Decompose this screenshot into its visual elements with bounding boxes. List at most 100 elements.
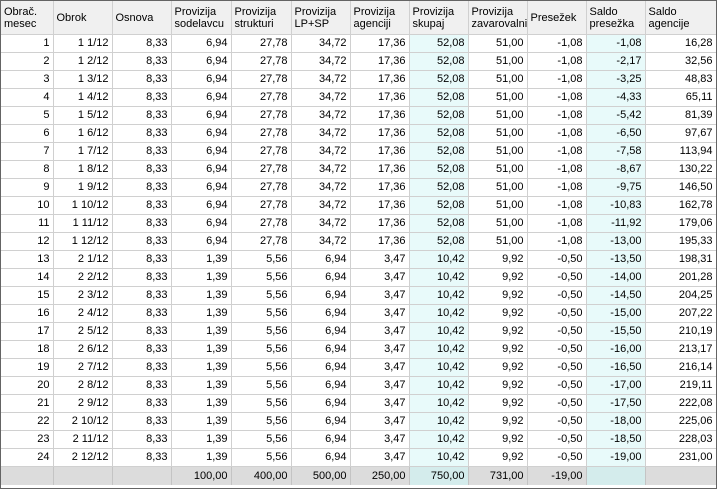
table-cell[interactable]: 2 7/12	[53, 358, 113, 377]
table-cell[interactable]: 34,72	[291, 214, 351, 233]
table-cell[interactable]: 51,00	[468, 124, 528, 143]
table-cell[interactable]: 17	[1, 322, 54, 341]
table-cell[interactable]: -0,50	[527, 394, 587, 413]
col-header-provizija-lp-sp[interactable]: Provizija LP+SP	[291, 1, 351, 35]
col-header-obrok[interactable]: Obrok	[53, 1, 113, 35]
table-cell[interactable]: 3,47	[350, 448, 410, 467]
table-row[interactable]: 21 2 9/12 8,33 1,39 5,56 6,94 3,47 10,42 9,92 -0,…	[1, 394, 716, 413]
table-cell[interactable]: -16,00	[586, 340, 646, 359]
table-cell[interactable]: 1,39	[171, 448, 232, 467]
table-cell[interactable]: 8,33	[112, 124, 172, 143]
table-cell[interactable]: 8,33	[112, 160, 172, 179]
table-cell[interactable]: 10,42	[409, 358, 469, 377]
table-cell[interactable]: 5,56	[231, 394, 292, 413]
table-cell[interactable]: 5,56	[231, 412, 292, 431]
table-cell[interactable]: 1 6/12	[53, 124, 113, 143]
table-cell[interactable]: 51,00	[468, 160, 528, 179]
table-cell[interactable]: 3,47	[350, 394, 410, 413]
table-cell[interactable]: 10,42	[409, 322, 469, 341]
table-cell[interactable]: 8,33	[112, 430, 172, 449]
table-cell[interactable]: 10,42	[409, 340, 469, 359]
table-cell[interactable]: 22	[1, 412, 54, 431]
table-cell[interactable]: -13,00	[586, 232, 646, 251]
table-cell[interactable]: 52,08	[409, 196, 469, 215]
table-cell[interactable]: 6,94	[291, 340, 351, 359]
table-cell[interactable]: 27,78	[231, 70, 292, 89]
table-cell[interactable]: 52,08	[409, 214, 469, 233]
table-cell[interactable]: 5,56	[231, 340, 292, 359]
table-cell[interactable]: 1 10/12	[53, 196, 113, 215]
table-cell[interactable]: 5	[1, 106, 54, 125]
table-cell[interactable]: 52,08	[409, 124, 469, 143]
table-cell[interactable]: 27,78	[231, 160, 292, 179]
table-cell[interactable]: 6,94	[291, 250, 351, 269]
table-cell[interactable]: 6,94	[291, 412, 351, 431]
table-cell[interactable]: 9,92	[468, 376, 528, 395]
table-cell[interactable]: 1 1/12	[53, 34, 113, 53]
table-cell[interactable]: 51,00	[468, 34, 528, 53]
table-cell[interactable]: 81,39	[645, 106, 716, 125]
table-cell[interactable]: 2 11/12	[53, 430, 113, 449]
table-cell[interactable]: -0,50	[527, 448, 587, 467]
table-cell[interactable]: 27,78	[231, 106, 292, 125]
table-cell[interactable]: 34,72	[291, 178, 351, 197]
table-cell[interactable]: 16	[1, 304, 54, 323]
table-cell[interactable]: 10,42	[409, 268, 469, 287]
table-cell[interactable]: -2,17	[586, 52, 646, 71]
table-cell[interactable]: 3,47	[350, 304, 410, 323]
table-cell[interactable]: -14,50	[586, 286, 646, 305]
table-cell[interactable]: -0,50	[527, 358, 587, 377]
table-cell[interactable]: -1,08	[586, 34, 646, 53]
table-cell[interactable]: 9,92	[468, 322, 528, 341]
table-cell[interactable]: 5,56	[231, 448, 292, 467]
table-cell[interactable]: 10,42	[409, 250, 469, 269]
table-cell[interactable]: 10,42	[409, 430, 469, 449]
table-cell[interactable]: 9,92	[468, 448, 528, 467]
table-cell[interactable]: 52,08	[409, 232, 469, 251]
table-cell[interactable]: 10,42	[409, 394, 469, 413]
table-row[interactable]: 18 2 6/12 8,33 1,39 5,56 6,94 3,47 10,42 9,92 -0,…	[1, 340, 716, 359]
table-cell[interactable]: 146,50	[645, 178, 716, 197]
table-cell[interactable]: 8,33	[112, 70, 172, 89]
table-cell[interactable]: 97,67	[645, 124, 716, 143]
table-cell[interactable]: 2 4/12	[53, 304, 113, 323]
table-cell[interactable]: -17,00	[586, 376, 646, 395]
table-cell[interactable]: 162,78	[645, 196, 716, 215]
table-cell[interactable]: 1 7/12	[53, 142, 113, 161]
table-cell[interactable]: 6,94	[291, 304, 351, 323]
table-cell[interactable]: -15,00	[586, 304, 646, 323]
table-cell[interactable]: 219,11	[645, 376, 716, 395]
table-cell[interactable]: -1,08	[527, 232, 587, 251]
table-cell[interactable]: 3,47	[350, 358, 410, 377]
table-cell[interactable]: 213,17	[645, 340, 716, 359]
table-cell[interactable]: -16,50	[586, 358, 646, 377]
table-cell[interactable]: -14,00	[586, 268, 646, 287]
table-cell[interactable]: -6,50	[586, 124, 646, 143]
table-cell[interactable]: 51,00	[468, 106, 528, 125]
table-cell[interactable]: 5,56	[231, 376, 292, 395]
table-cell[interactable]: 52,08	[409, 142, 469, 161]
table-cell[interactable]: 14	[1, 268, 54, 287]
table-cell[interactable]: 130,22	[645, 160, 716, 179]
table-cell[interactable]: -7,58	[586, 142, 646, 161]
table-cell[interactable]: 10,42	[409, 412, 469, 431]
table-cell[interactable]: 51,00	[468, 196, 528, 215]
table-cell[interactable]: 1 9/12	[53, 178, 113, 197]
table-cell[interactable]: 17,36	[350, 124, 410, 143]
table-cell[interactable]: 6,94	[171, 232, 232, 251]
table-cell[interactable]: 17,36	[350, 70, 410, 89]
table-cell[interactable]: 2 2/12	[53, 268, 113, 287]
table-cell[interactable]: 8,33	[112, 340, 172, 359]
table-cell[interactable]: 1,39	[171, 412, 232, 431]
table-cell[interactable]: 10,42	[409, 376, 469, 395]
table-cell[interactable]: 2 6/12	[53, 340, 113, 359]
table-cell[interactable]: 6,94	[291, 358, 351, 377]
table-cell[interactable]: 6,94	[171, 70, 232, 89]
table-cell[interactable]: 2 12/12	[53, 448, 113, 467]
table-cell[interactable]: 52,08	[409, 88, 469, 107]
table-cell[interactable]: 8	[1, 160, 54, 179]
table-cell[interactable]: 27,78	[231, 214, 292, 233]
table-cell[interactable]: 17,36	[350, 106, 410, 125]
table-cell[interactable]: 34,72	[291, 142, 351, 161]
